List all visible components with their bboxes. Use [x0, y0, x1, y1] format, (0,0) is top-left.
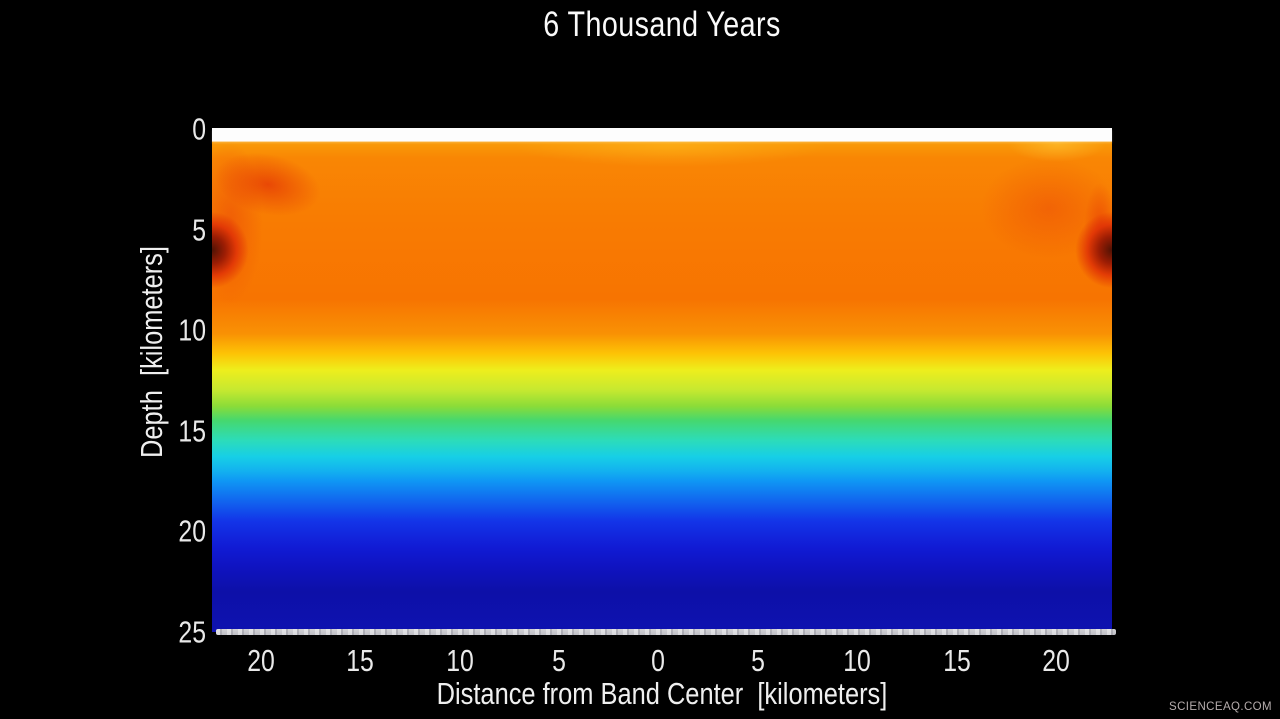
- y-tick-label: 20: [178, 513, 206, 549]
- x-axis-ticks: 20 15 10 5 0 5 10 15 20: [212, 645, 1112, 681]
- heatmap-plot: [212, 128, 1116, 635]
- x-tick-label: 15: [942, 643, 971, 678]
- x-tick-label: 5: [552, 643, 566, 678]
- watermark: SCIENCEAQ.COM: [1169, 701, 1272, 713]
- y-axis-ticks: 0 5 10 15 20 25: [0, 114, 206, 648]
- heatmap-area: [212, 128, 1112, 632]
- x-tick-label: 5: [750, 643, 765, 678]
- figure-title: 6 Thousand Years: [543, 5, 781, 44]
- y-tick-label: 5: [192, 212, 206, 248]
- heatmap-gradient: [212, 128, 1112, 632]
- x-axis-label: Distance from Band Center [kilometers]: [436, 676, 888, 711]
- surface-white-band: [212, 128, 1112, 141]
- x-tick-label: 15: [346, 643, 374, 678]
- x-tick-label: 20: [246, 643, 275, 678]
- basal-gray-band: [216, 629, 1116, 635]
- y-tick-label: 25: [178, 614, 206, 650]
- x-tick-label: 20: [1042, 643, 1070, 678]
- x-tick-label: 0: [651, 643, 666, 678]
- y-axis-label: Depth [kilometers]: [134, 246, 169, 458]
- y-tick-label: 0: [192, 111, 206, 147]
- x-tick-label: 10: [445, 643, 474, 678]
- y-tick-label: 15: [178, 413, 206, 449]
- x-tick-label: 10: [843, 643, 872, 678]
- y-tick-label: 10: [178, 312, 206, 348]
